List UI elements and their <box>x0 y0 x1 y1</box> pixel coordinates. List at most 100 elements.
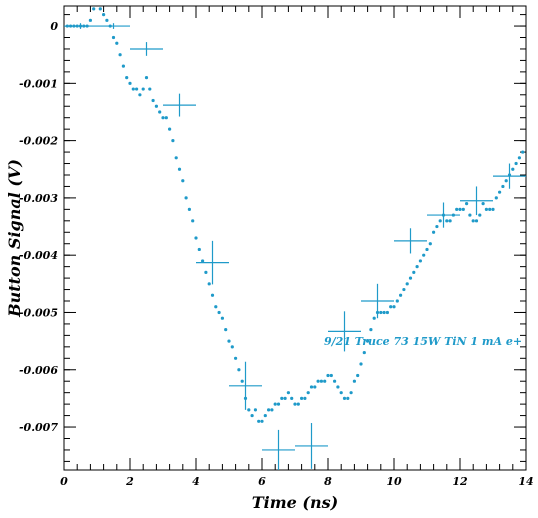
data-point <box>181 179 185 183</box>
data-point <box>128 81 132 85</box>
data-point <box>313 385 317 389</box>
data-point <box>164 116 168 120</box>
data-point <box>111 35 116 40</box>
data-point <box>494 196 498 200</box>
data-point <box>151 98 155 103</box>
data-point <box>309 385 314 389</box>
data-point <box>366 339 370 343</box>
data-point <box>303 396 307 400</box>
data-point <box>521 150 525 154</box>
x-tick-label: 2 <box>125 475 134 488</box>
data-point <box>395 299 399 303</box>
axis-ticks: 0 2 4 6 8 10 12 14 0 -0.001 -0.002 -0.003 -0.004 -0.0… <box>19 6 534 488</box>
data-point <box>290 396 294 400</box>
data-point <box>184 196 188 200</box>
data-point <box>210 293 215 297</box>
data-point <box>273 402 277 406</box>
data-point <box>339 391 343 395</box>
data-point <box>349 391 353 395</box>
plot-area-border <box>63 5 527 471</box>
data-point <box>161 116 165 120</box>
data-point <box>306 391 310 395</box>
annotation: 9/21 Truce 73 15W TiN 1 mA e+ <box>324 335 522 348</box>
x-tick-label: 14 <box>518 475 533 488</box>
data-point <box>491 207 495 211</box>
x-tick-label: 8 <box>324 475 332 488</box>
data-point <box>498 190 502 194</box>
data-point <box>257 419 261 423</box>
x-tick-label: 10 <box>386 475 402 488</box>
data-point <box>260 419 264 423</box>
data-point <box>141 87 145 91</box>
data-point <box>385 310 389 315</box>
data-point <box>356 373 360 378</box>
data-point <box>504 179 508 183</box>
data-point <box>194 236 198 240</box>
data-point <box>517 156 522 160</box>
y-tick-label: -0.002 <box>19 135 58 148</box>
data-point <box>118 53 122 57</box>
data-point <box>465 202 469 206</box>
data-point <box>201 259 205 263</box>
binned-error-bars <box>64 23 526 470</box>
data-point <box>408 276 413 280</box>
y-tick-label: -0.003 <box>19 192 58 205</box>
data-point <box>88 18 92 22</box>
data-point <box>148 87 152 91</box>
data-point <box>230 345 234 349</box>
data-point <box>336 385 340 389</box>
data-point <box>428 242 432 246</box>
x-tick-label: 6 <box>258 475 266 488</box>
data-point <box>191 219 195 223</box>
data-point <box>270 408 274 412</box>
data-point <box>478 213 482 217</box>
data-point <box>131 87 135 91</box>
data-point <box>300 396 304 400</box>
y-tick-label: -0.005 <box>19 306 58 319</box>
data-point <box>435 224 439 229</box>
data-point <box>455 207 459 211</box>
data-point <box>168 127 172 131</box>
data-point <box>372 316 376 320</box>
data-point <box>121 64 125 68</box>
data-point <box>115 41 119 45</box>
data-point <box>359 362 363 366</box>
data-point <box>102 12 106 17</box>
data-point <box>217 310 221 315</box>
raw-points <box>65 7 525 423</box>
data-point <box>154 104 158 108</box>
data-point <box>402 287 406 292</box>
plot-frame <box>63 5 527 471</box>
data-point <box>468 213 472 217</box>
data-point <box>220 316 224 320</box>
data-point <box>501 184 505 189</box>
data-point <box>204 270 208 274</box>
data-point <box>98 7 102 11</box>
data-point <box>458 207 462 211</box>
data-point <box>415 265 419 269</box>
data-point <box>234 356 238 360</box>
data-point <box>422 253 426 257</box>
data-point <box>432 230 436 234</box>
data-point <box>484 207 488 211</box>
data-point <box>276 402 281 406</box>
data-point <box>240 379 244 383</box>
y-tick-label: 0 <box>50 20 58 33</box>
data-point <box>158 110 162 114</box>
data-point <box>352 379 356 383</box>
data-point <box>379 310 383 315</box>
data-point <box>438 219 442 223</box>
data-point <box>329 373 333 378</box>
data-point <box>105 18 109 22</box>
data-point <box>448 219 452 223</box>
data-point <box>326 373 330 378</box>
data-point <box>471 219 475 223</box>
data-point <box>197 247 201 252</box>
data-point <box>488 207 492 211</box>
data-point <box>346 396 350 400</box>
data-point <box>418 259 422 263</box>
x-tick-label: 0 <box>60 475 68 488</box>
data-point <box>283 396 287 400</box>
data-point <box>92 7 96 11</box>
data-point <box>267 408 271 412</box>
